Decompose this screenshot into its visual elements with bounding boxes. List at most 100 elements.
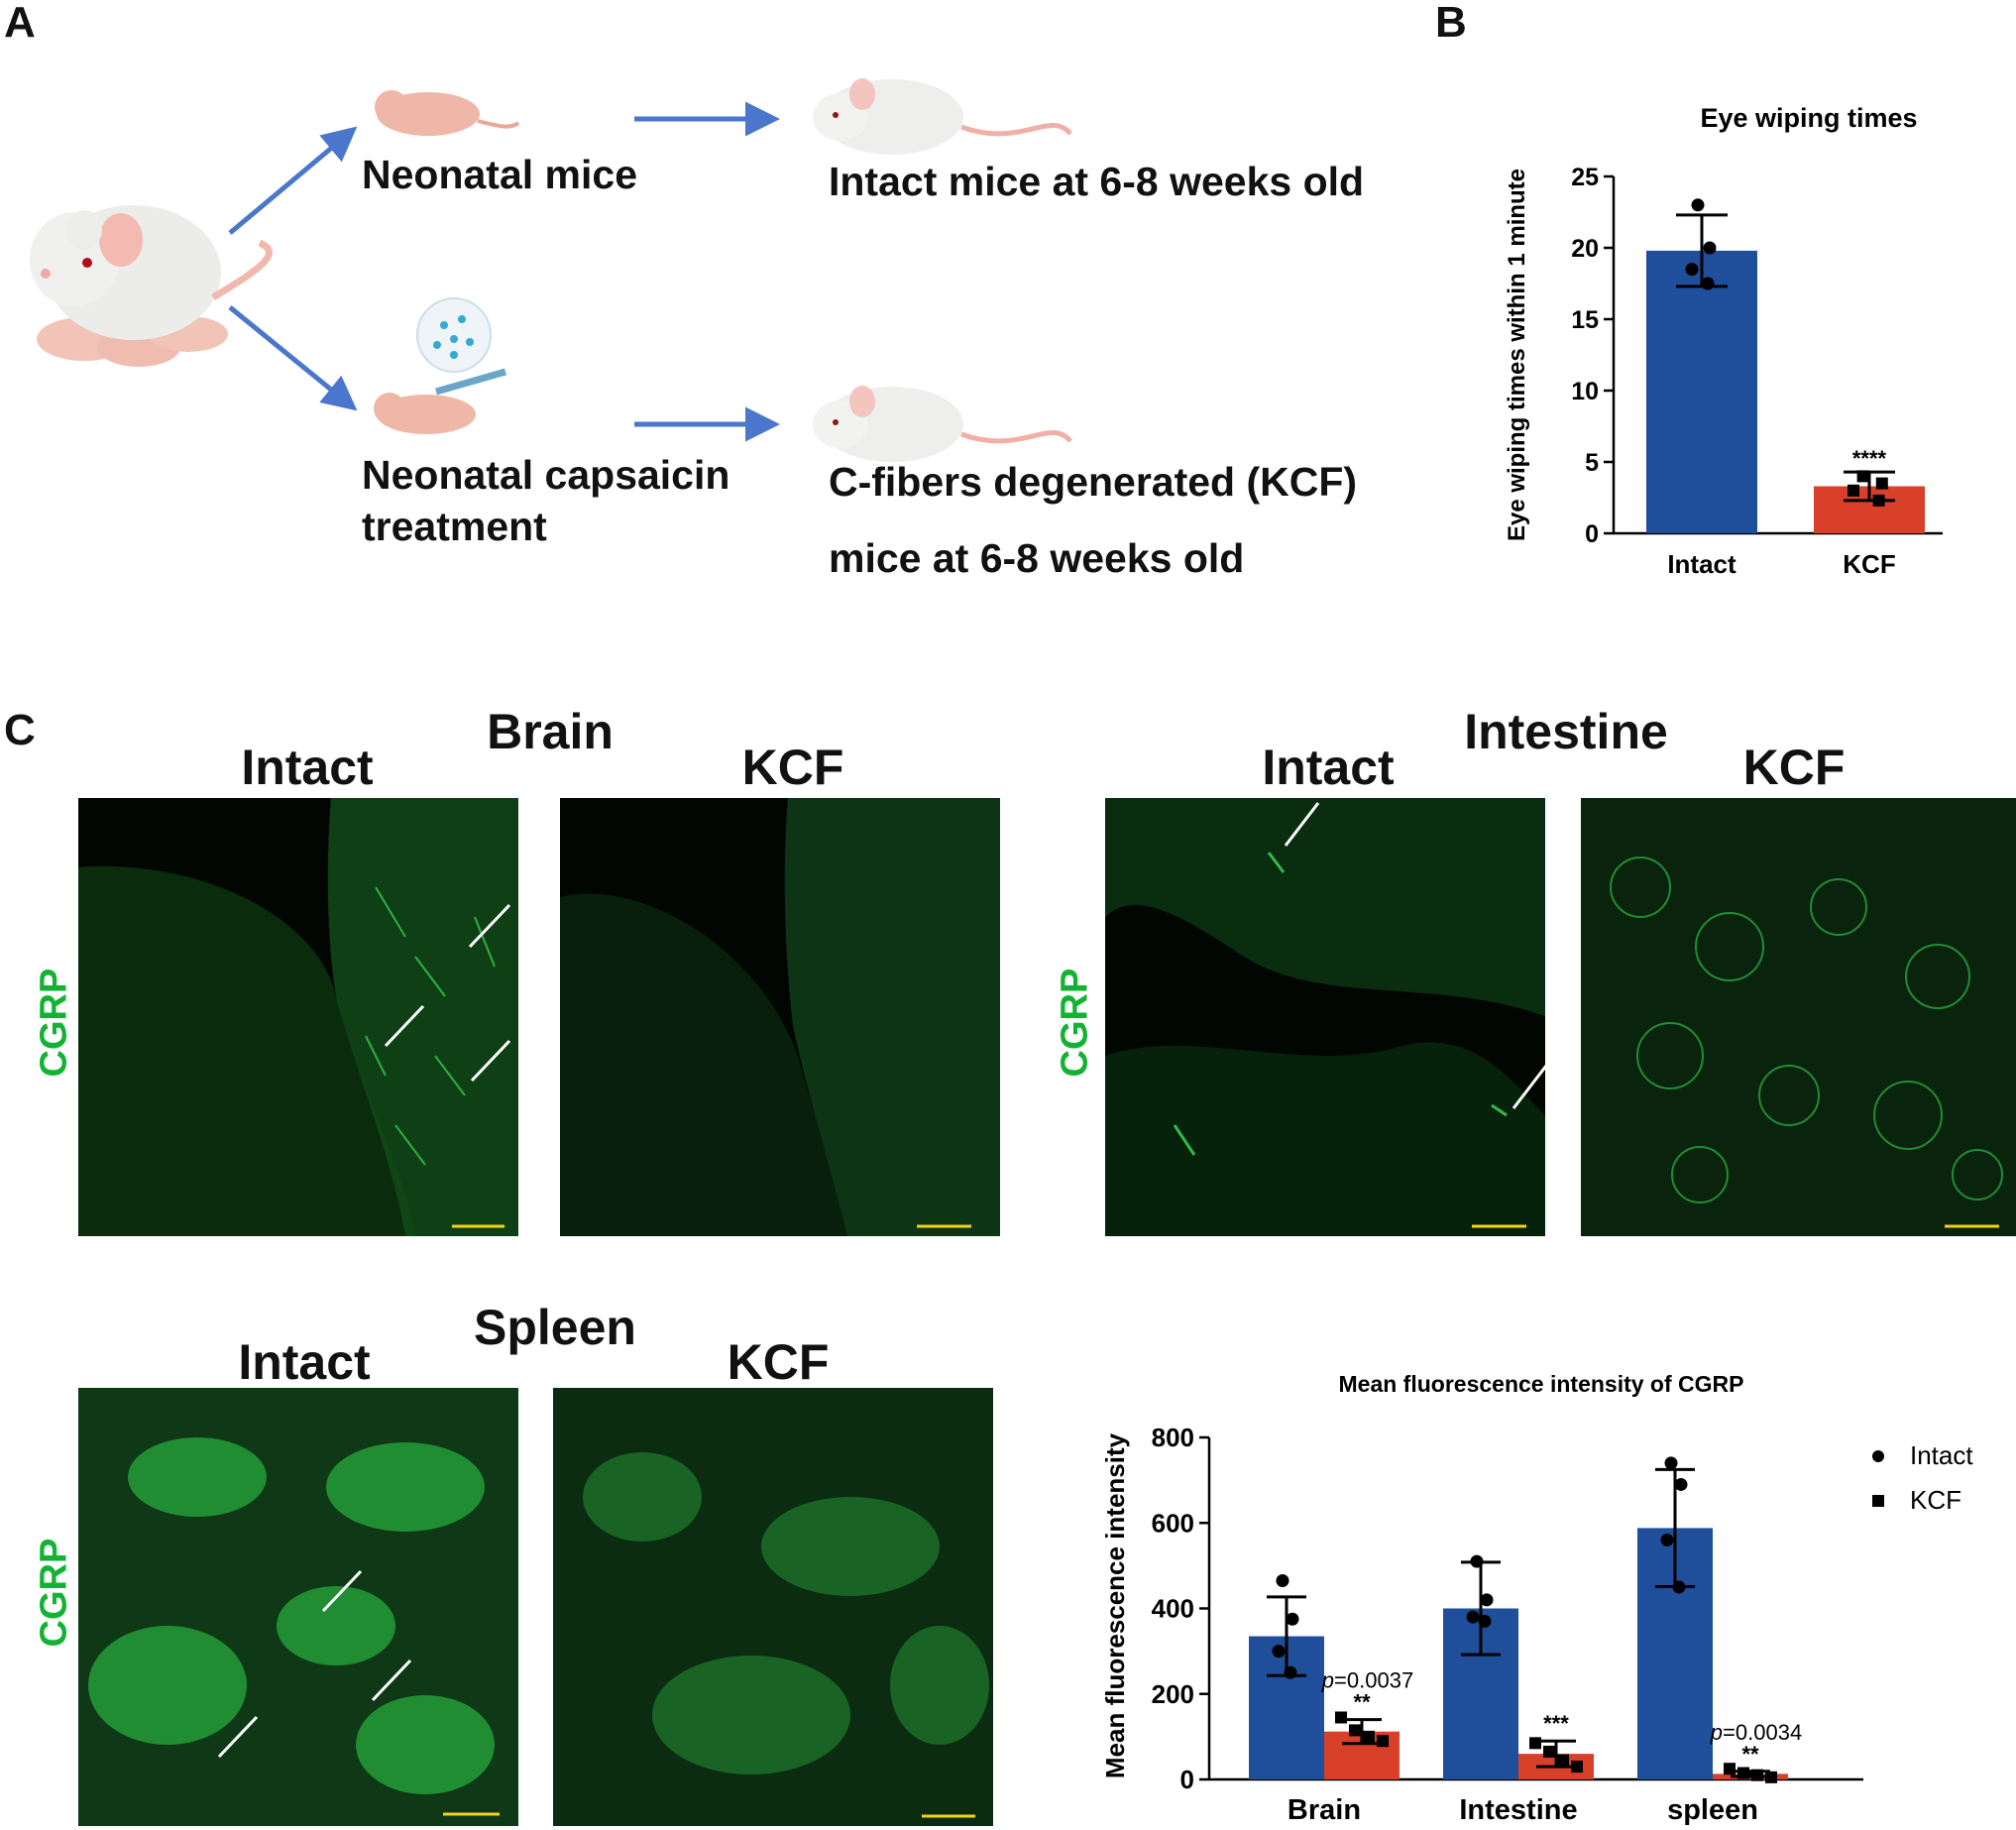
chart-c-point — [1660, 1534, 1674, 1546]
chart-c-point — [1272, 1645, 1286, 1658]
chart-c-point — [1543, 1745, 1555, 1758]
label-neonatal-mice: Neonatal mice — [362, 152, 637, 197]
chart-c-point — [1765, 1771, 1777, 1783]
micro-spleen-intact — [78, 1388, 518, 1826]
header-intestine: Intestine — [1464, 704, 1668, 759]
chart-c-point — [1363, 1730, 1375, 1743]
chart-b-bar — [1646, 250, 1757, 533]
chart-b-point — [1691, 198, 1705, 212]
chart-c-point — [1672, 1580, 1686, 1594]
chart-c-point — [1664, 1456, 1678, 1470]
chart-c-point — [1571, 1761, 1583, 1773]
header-brain: Brain — [487, 704, 614, 759]
chart-b-point — [1703, 241, 1717, 255]
chart-c-significance: ** — [1741, 1742, 1759, 1767]
header-brain-intact: Intact — [241, 740, 374, 795]
chart-c-significance: ** — [1353, 1690, 1371, 1715]
chart-c-ytick-label: 800 — [1152, 1423, 1194, 1452]
adult-mouse-icon — [813, 78, 1072, 155]
chart-c-point — [1529, 1737, 1541, 1750]
chart-c-legend-label: Intact — [1910, 1440, 1973, 1470]
chart-c-ytick-label: 600 — [1152, 1508, 1194, 1538]
chart-c-point — [1751, 1769, 1763, 1781]
header-spleen-intact: Intact — [238, 1334, 371, 1390]
panel-label-a: A — [4, 0, 36, 47]
chart-b-ytick-label: 15 — [1571, 306, 1599, 334]
chart-c-legend-marker — [1872, 1495, 1884, 1507]
micro-intestine-intact — [1105, 798, 1545, 1236]
chart-c-legend-label: KCF — [1910, 1485, 1961, 1515]
chart-c-ytick-label: 0 — [1180, 1765, 1194, 1794]
eye-wiping-chart: Eye wiping times Eye wiping times within … — [1504, 103, 1943, 579]
chart-b-ytick-label: 25 — [1571, 164, 1599, 191]
chart-c-point — [1478, 1614, 1492, 1628]
chart-c-point — [1480, 1593, 1494, 1607]
arrow-to-neonatal — [228, 126, 358, 235]
chart-b-ytick-label: 0 — [1585, 520, 1599, 548]
micro-intestine-kcf — [1581, 798, 2016, 1236]
chart-b-category-label: Intact — [1667, 549, 1736, 579]
chart-b-point — [1872, 494, 1885, 507]
chart-c-point — [1557, 1754, 1569, 1767]
chart-c-point — [1284, 1665, 1297, 1679]
micro-brain-kcf — [560, 798, 1000, 1236]
chart-b-point — [1848, 484, 1859, 497]
chart-c-ylabel: Mean fluorescence intensity — [1100, 1432, 1130, 1778]
chart-c-category-label: Intestine — [1459, 1794, 1577, 1826]
mother-mouse-icon — [30, 205, 273, 367]
panel-label-b: B — [1435, 0, 1467, 47]
label-intact-mice: Intact mice at 6-8 weeks old — [829, 159, 1365, 204]
chart-c-legend-marker — [1872, 1450, 1884, 1462]
label-kcf-2: mice at 6-8 weeks old — [829, 535, 1245, 581]
chart-c-point — [1466, 1610, 1480, 1624]
chart-b-point — [1875, 477, 1888, 490]
cgrp-label-intestine: CGRP — [1054, 968, 1096, 1078]
header-spleen: Spleen — [474, 1300, 636, 1355]
header-intestine-intact: Intact — [1262, 740, 1395, 795]
panel-a-schematic — [30, 78, 1072, 462]
micro-spleen-kcf — [553, 1388, 993, 1826]
header-spleen-kcf: KCF — [727, 1334, 830, 1390]
chart-c-point — [1276, 1573, 1289, 1587]
chart-c-title: Mean fluorescence intensity of CGRP — [1339, 1371, 1744, 1397]
chart-c-point — [1470, 1554, 1484, 1568]
chart-c-ytick-label: 400 — [1152, 1594, 1194, 1624]
chart-c-category-label: Brain — [1288, 1794, 1361, 1826]
cgrp-label-spleen: CGRP — [33, 1538, 75, 1648]
chart-b-category-label: KCF — [1843, 549, 1895, 579]
chart-c-point — [1737, 1767, 1749, 1779]
micro-brain-intact — [78, 798, 518, 1236]
kcf-mouse-icon — [813, 386, 1072, 462]
chart-c-point — [1335, 1711, 1347, 1724]
arrow-to-capsaicin — [228, 305, 358, 411]
label-capsaicin-1: Neonatal capsaicin — [362, 452, 730, 498]
chart-b-title: Eye wiping times — [1700, 103, 1917, 133]
chart-b-significance: **** — [1852, 446, 1887, 471]
chart-b-ylabel: Eye wiping times within 1 minute — [1504, 169, 1530, 541]
chart-c-pvalue: p=0.0034 — [1710, 1720, 1802, 1745]
chart-b-point — [1701, 277, 1715, 290]
chart-b-ytick-label: 10 — [1571, 378, 1599, 405]
neonatal-mouse-icon — [375, 90, 520, 136]
chart-b-ytick-label: 5 — [1585, 449, 1599, 477]
chart-c-pvalue: p=0.0037 — [1321, 1668, 1413, 1693]
header-brain-kcf: KCF — [741, 740, 844, 795]
chart-c-point — [1349, 1724, 1361, 1737]
chart-c-category-label: spleen — [1667, 1794, 1758, 1826]
chart-c-ytick-label: 200 — [1152, 1679, 1194, 1709]
chart-b-point — [1685, 263, 1699, 277]
injected-neonatal-mouse-icon — [374, 297, 506, 434]
chart-c-point — [1724, 1763, 1736, 1775]
chart-c-point — [1377, 1735, 1389, 1748]
cgrp-label-brain: CGRP — [33, 968, 75, 1078]
header-intestine-kcf: KCF — [1742, 740, 1846, 795]
chart-b-point — [1856, 470, 1869, 483]
label-capsaicin-2: treatment — [362, 504, 547, 549]
chart-c-point — [1674, 1477, 1688, 1491]
chart-c-significance: *** — [1543, 1711, 1569, 1736]
chart-c-point — [1286, 1612, 1299, 1626]
chart-b-ytick-label: 20 — [1571, 235, 1599, 263]
label-kcf-1: C-fibers degenerated (KCF) — [829, 459, 1358, 505]
panel-label-c: C — [4, 706, 36, 754]
cgrp-intensity-chart: Mean fluorescence intensity of CGRP Mean … — [1100, 1371, 1973, 1826]
